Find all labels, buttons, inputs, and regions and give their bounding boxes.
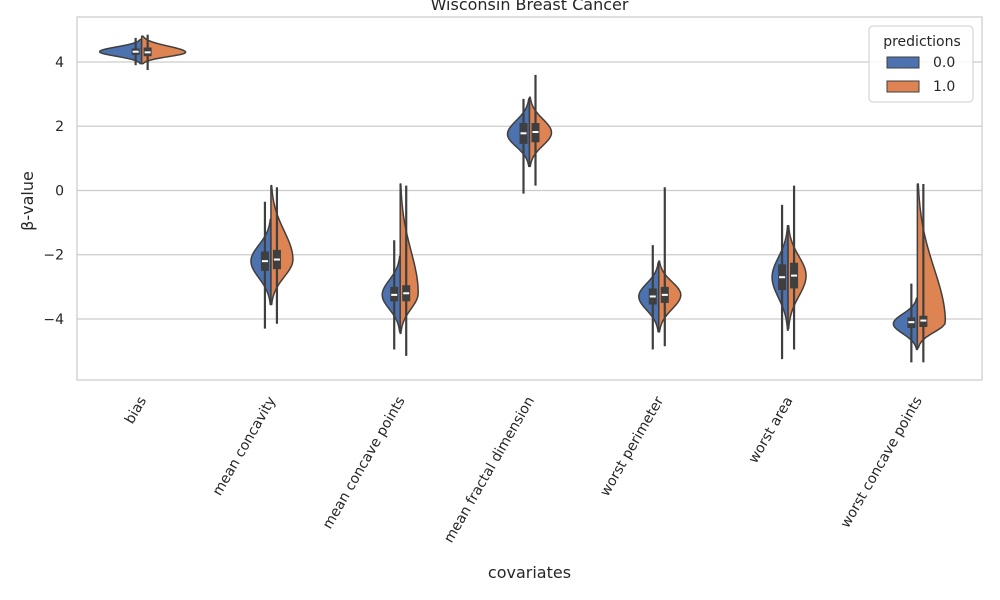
x-tick-label: mean fractal dimension — [441, 394, 538, 546]
legend-title: predictions — [883, 34, 961, 50]
legend-swatch-1.0 — [886, 80, 920, 93]
x-tick-label: worst perimeter — [597, 394, 667, 499]
grid — [77, 61, 982, 320]
x-tick-label: mean concavity — [210, 394, 280, 499]
x-axis-label: covariates — [488, 563, 571, 582]
x-tick-label: mean concave points — [320, 394, 409, 532]
x-tick-label: worst concave points — [838, 394, 926, 531]
violin-1.0-1 — [270, 184, 294, 306]
y-tick-label: 2 — [55, 119, 64, 135]
legend-label-1.0: 1.0 — [933, 79, 955, 95]
legend-label-0.0: 0.0 — [933, 55, 955, 71]
y-tick-label: −4 — [43, 312, 64, 328]
legend-swatch-0.0 — [886, 56, 920, 69]
y-axis-label: β-value — [18, 171, 37, 231]
violins — [98, 34, 947, 363]
legend[interactable]: predictions 0.0 1.0 — [868, 25, 974, 103]
y-axis-ticks: 4 2 0 −2 −4 — [43, 55, 64, 328]
y-tick-label: 0 — [55, 183, 64, 199]
y-tick-label: 4 — [55, 55, 64, 71]
x-axis-ticks: bias mean concavity mean concave points mea… — [122, 394, 926, 546]
plot-frame — [76, 16, 983, 381]
x-tick-label: worst area — [746, 394, 797, 466]
chart-title: Wisconsin Breast Cancer — [431, 0, 629, 14]
violin-1.0-2 — [399, 183, 419, 335]
x-tick-label: bias — [122, 394, 150, 427]
y-tick-label: −2 — [43, 248, 64, 264]
